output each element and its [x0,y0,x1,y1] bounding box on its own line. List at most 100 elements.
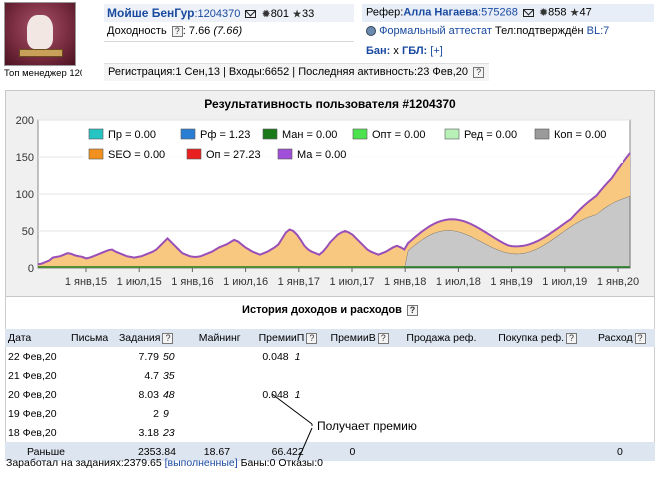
attest-icon [366,26,376,37]
help-icon[interactable]: ? [566,332,578,344]
avatar-badge [19,49,63,57]
info-row: Регистрация:1 Сен,13 | Входы:6652 | Посл… [104,63,489,81]
info-text: Регистрация:1 Сен,13 | Входы:6652 | Посл… [108,66,469,78]
x-tick-label: 1 янв,15 [65,276,107,288]
legend-swatch [277,148,293,160]
x-tick-label: 1 июл,16 [223,276,268,288]
ban-value: x [393,45,399,57]
legend-label: Пр = 0.00 [108,129,156,141]
referrer-gear-count: 858 [548,6,567,19]
row-tasks-count: 35 [162,369,175,382]
row-premp: 0.048 1 [256,385,328,404]
series-ma-line [37,152,631,266]
col-tasks: Задания? [115,329,196,347]
x-tick-label: 1 янв,16 [171,276,213,288]
row-tasks-count: 50 [162,350,175,363]
legend-label: Коп = 0.00 [554,129,606,141]
gbl-add-link[interactable]: [+] [430,45,443,57]
earlier-tasks: 2353.84 [115,442,196,461]
row-premp-value: 0.048 [262,350,289,363]
row-premp-count: 1 [294,350,301,363]
earned-summary: Заработал на заданиях:2379.65 [выполненн… [6,457,323,469]
help-icon[interactable]: ? [473,66,485,78]
help-icon[interactable]: ? [162,332,174,344]
referrer-id-prefix: : [478,6,482,19]
yield-value-alt: (7.66) [213,25,243,37]
referrer-label: Рефер: [366,6,404,19]
bl-link[interactable]: BL:7 [586,25,610,37]
mail-icon[interactable] [245,10,257,19]
phone-status: Тел:подтверждён [495,25,584,37]
y-tick-label: 100 [16,189,34,201]
help-icon[interactable]: ? [306,332,318,344]
user-avatar[interactable] [4,2,76,66]
x-tick-label: 1 июл,17 [329,276,374,288]
table-row: 19 Фев,20 2 9 [5,404,655,423]
mail-icon[interactable] [522,8,534,17]
legend-swatch [444,128,460,140]
x-tick-label: 1 янв,19 [490,276,532,288]
col-letters: Письма [68,329,116,347]
ban-row: Бан: x ГБЛ: [+] [366,45,443,57]
earlier-premv: 0 [327,442,404,461]
yield-label: Доходность [107,25,167,37]
user-star-count: 33 [301,8,315,20]
legend-swatch [180,128,196,140]
user-name-link[interactable]: Мойше БенГур [107,6,195,20]
earlier-premp: 66.422 [255,442,328,461]
referrer-id-link[interactable]: 575268 [481,6,518,19]
table-row: 22 Фев,20 7.79 50 0.048 1 [5,347,655,366]
history-title-text: История доходов и расходов [242,304,402,316]
row-tasks-count: 23 [162,426,175,439]
table-row: 20 Фев,20 8.03 48 0.048 1 [5,385,655,404]
row-premp-value: 0.048 [262,388,289,401]
divider [104,41,354,42]
user-header-bg [104,4,354,22]
legend-label: Опт = 0.00 [372,129,426,141]
attest-link[interactable]: Формальный аттестат [379,25,492,37]
row-tasks-value: 4.7 [144,369,159,382]
help-icon[interactable]: ? [634,332,646,344]
row-tasks-value: 8.03 [138,388,159,401]
row-date: 19 Фев,20 [8,407,57,420]
annotation-text: Получает премию [317,419,417,433]
row-premp-count: 1 [294,388,301,401]
annotation-line-bottom [297,427,313,461]
earlier-date: Раньше [5,442,69,461]
row-tasks-value: 3.18 [138,426,159,439]
earlier-mining: 18.67 [195,442,256,461]
gbl-label: ГБЛ: [401,45,428,57]
row-tasks-value: 2 [153,407,159,420]
help-icon[interactable]: ? [406,304,418,316]
bans-refusals: Баны:0 Отказы:0 [240,457,323,469]
user-id-prefix: : [194,8,198,20]
user-gear-count: 801 [270,8,290,20]
row-tasks: 4.7 35 [116,366,196,385]
user-id-link[interactable]: 1204370 [197,8,241,20]
col-premp: ПремииП? [255,329,328,347]
col-date: Дата [5,329,69,347]
performance-chart: Результативность пользователя #1204370 0 5… [16,97,640,288]
history-title: История доходов и расходов ? [5,304,655,316]
legend-label: Оп = 27.23 [206,149,261,161]
x-tick-label: 1 янв,17 [278,276,320,288]
x-tick-label: 1 янв,18 [384,276,426,288]
gear-icon: ✹ [538,7,549,19]
avatar-figure [27,15,53,49]
row-date: 22 Фев,20 [8,350,57,363]
earlier-expense: 0 [595,442,655,461]
legend-swatch [186,148,202,160]
row-date: 18 Фев,20 [8,426,57,439]
col-mining: Майнинг [195,329,256,347]
help-icon[interactable]: ? [171,25,183,37]
legend-swatch [352,128,368,140]
attest-row: Формальный аттестат Тел:подтверждён BL:7 [366,25,609,37]
x-tick-label: 1 июл,15 [117,276,162,288]
help-icon[interactable]: ? [377,332,389,344]
series-seo-area [38,153,630,268]
referrer-name-link[interactable]: Алла Нагаева [403,6,479,19]
legend-label: Ма = 0.00 [297,149,346,161]
done-tasks-link[interactable]: [выполненные] [164,457,238,469]
